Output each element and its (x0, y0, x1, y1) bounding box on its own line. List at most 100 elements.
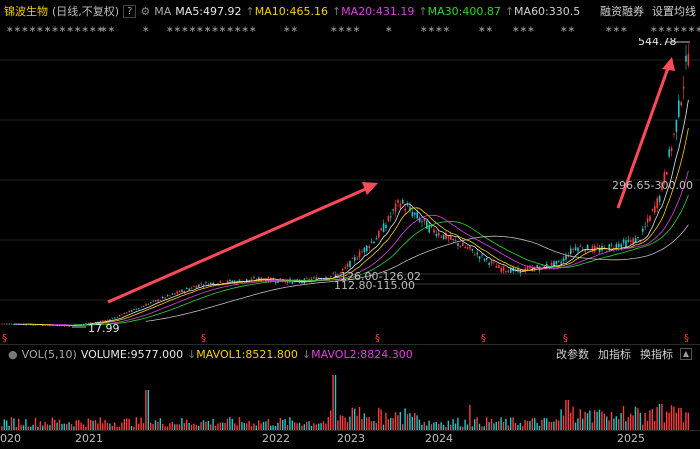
volume-bar (10, 417, 13, 430)
volume-bar (277, 422, 279, 430)
header-actions: 融资融券 设置均线 (600, 2, 696, 20)
volume-bar (399, 411, 401, 430)
volume-bar (325, 423, 327, 430)
help-button[interactable]: ? (123, 4, 137, 18)
volume-bar (234, 423, 236, 430)
candle-body (61, 325, 63, 327)
high-price-label: 544.78 (638, 38, 677, 48)
candle-body (399, 203, 402, 208)
volume-bar (190, 424, 193, 430)
volume-bar (675, 412, 677, 430)
volume-bar (620, 413, 622, 430)
header-sub-row: ∗∗∗∗∗∗∗∗∗∗∗∗∗ ∗∗ ∗ ∗∗∗∗∗∗∗∗∗∗∗∗ ∗∗ ∗∗∗∗ … (6, 25, 700, 35)
candle-body (687, 53, 690, 66)
candle-body (675, 119, 678, 132)
volume-bar (150, 422, 152, 430)
volume-chart[interactable] (0, 362, 700, 430)
candle-body (354, 257, 356, 261)
candle-body (385, 224, 387, 229)
candle-body (114, 317, 116, 319)
candle-body (598, 248, 601, 252)
candle-body (426, 220, 428, 229)
margin-trading-button[interactable]: 融资融券 (600, 5, 644, 18)
volume-bar (438, 423, 440, 430)
volume-bar (550, 421, 553, 430)
switch-indicator-button[interactable]: 换指标 (640, 348, 673, 361)
candle-body (565, 255, 567, 260)
change-params-button[interactable]: 改参数 (556, 348, 589, 361)
volume-bar (541, 419, 543, 430)
candle-body (514, 268, 517, 271)
candle-body (212, 282, 214, 286)
set-ma-button[interactable]: 设置均线 (652, 5, 696, 18)
volume-bar (303, 424, 305, 430)
candle-body (346, 263, 349, 267)
gear-icon[interactable]: ⚙ (140, 4, 151, 18)
volume-bar (46, 424, 49, 430)
volume-bar (373, 420, 375, 430)
volume-title: VOL(5,10) (21, 347, 77, 361)
candle-body (178, 290, 181, 293)
candle-body (171, 293, 174, 295)
chart-mode[interactable]: (日线,不复权) (52, 5, 120, 18)
candle-body (351, 258, 354, 260)
candle-body (298, 281, 301, 283)
candle-body (63, 325, 66, 327)
mavol2-value: MAVOL2:8824.300 (311, 347, 413, 361)
volume-bar (634, 406, 637, 430)
candle-body (15, 324, 18, 325)
chevron-up-icon[interactable]: ▲ (680, 348, 692, 360)
volume-bar (445, 426, 447, 430)
candle-body (409, 206, 411, 211)
volume-bar (286, 424, 289, 430)
volume-bar (507, 425, 509, 430)
candle-body (517, 268, 519, 272)
candle-body (474, 254, 476, 256)
stock-name[interactable]: 锦波生物 (4, 5, 48, 18)
volume-bar (457, 417, 459, 430)
price-chart[interactable]: 544.78 296.65-300.00 126.00-126.02 112.8… (0, 38, 700, 340)
event-marker[interactable]: § (481, 333, 486, 344)
volume-bar (483, 426, 485, 430)
settings-dot-icon[interactable]: ● (8, 347, 18, 361)
candle-body (678, 100, 680, 117)
candle-body (234, 280, 236, 282)
volume-bar (152, 423, 154, 430)
event-marker[interactable]: § (375, 333, 380, 344)
candle-body (6, 323, 8, 325)
volume-bar (32, 424, 34, 430)
candle-body (579, 246, 582, 247)
volume-bar (680, 408, 682, 430)
volume-bar (500, 417, 502, 430)
volume-bar (606, 416, 608, 430)
candle-body (198, 284, 200, 287)
volume-bar (673, 406, 675, 430)
volume-bar (579, 409, 581, 430)
volume-bar (493, 423, 495, 430)
volume-bar (198, 425, 200, 430)
volume-actions: 改参数 加指标 换指标 ▲ (556, 346, 692, 362)
event-marker[interactable]: § (684, 333, 689, 344)
volume-bar (610, 411, 613, 430)
candle-body (680, 102, 682, 106)
volume-bar (66, 423, 68, 430)
candle-body (229, 280, 231, 282)
volume-bar (538, 425, 541, 430)
svg-text:∗: ∗ (142, 25, 150, 35)
event-marker[interactable]: § (2, 333, 7, 344)
event-marker[interactable]: § (563, 333, 568, 344)
volume-bar (188, 422, 190, 430)
add-indicator-button[interactable]: 加指标 (598, 348, 631, 361)
volume-bar (284, 419, 286, 430)
event-marker[interactable]: § (201, 333, 206, 344)
candle-body (226, 280, 229, 284)
volume-bar (529, 420, 531, 430)
volume-bar (90, 420, 92, 430)
svg-text:∗∗: ∗∗ (560, 25, 575, 35)
volume-bar (128, 418, 130, 430)
volume-bar (574, 422, 577, 430)
candle-body (529, 267, 531, 269)
volume-bar (255, 425, 257, 430)
x-axis: 020 2021 2022 2023 2024 2025 (0, 432, 700, 448)
candle-body (246, 279, 248, 282)
